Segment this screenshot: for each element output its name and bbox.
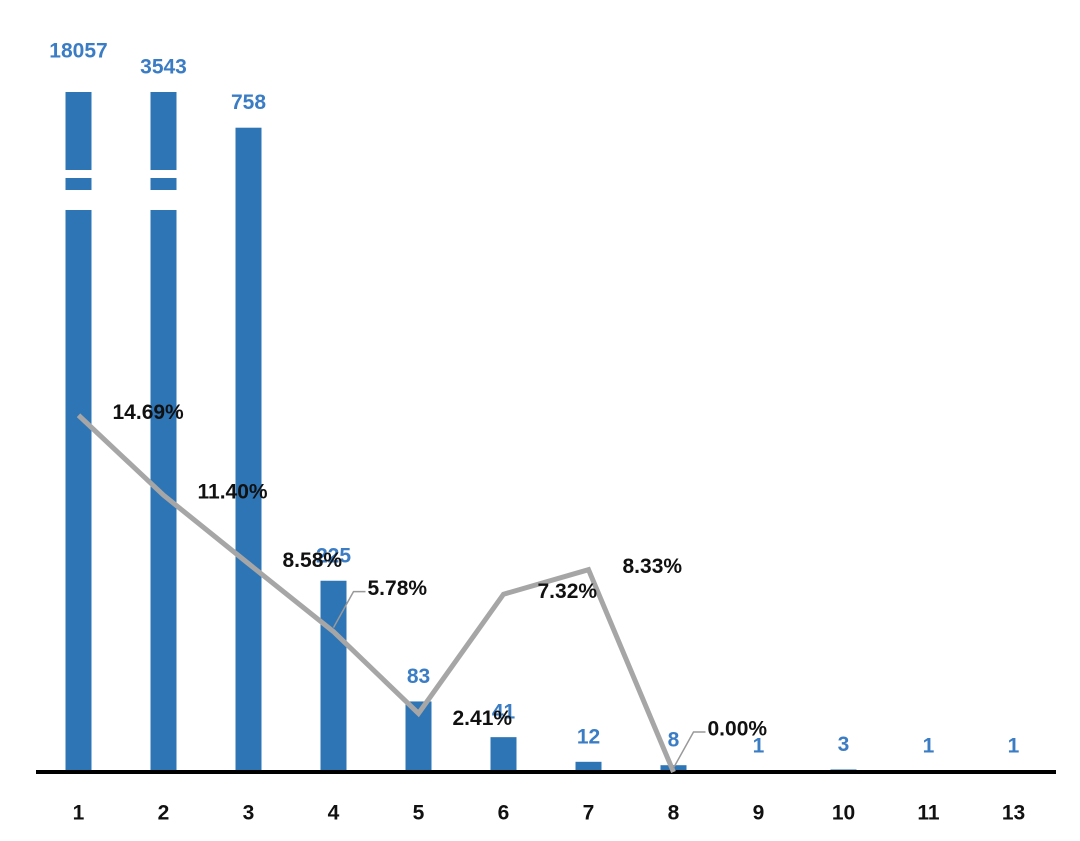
bar-value-label: 225 (316, 544, 351, 567)
x-tick-label: 8 (668, 802, 680, 825)
bar (490, 737, 517, 772)
leader-line (332, 590, 366, 628)
bar-value-label: 83 (407, 665, 430, 688)
x-tick-label: 1 (73, 802, 85, 825)
x-tick-label: 7 (583, 802, 595, 825)
x-tick-label: 2 (158, 802, 170, 825)
axis-break (62, 190, 95, 210)
line-value-label: 7.32% (538, 580, 598, 603)
x-tick-label: 3 (243, 802, 255, 825)
bar-value-label: 758 (231, 91, 266, 114)
bar-value-label: 3543 (140, 56, 187, 79)
bar-value-label: 1 (923, 735, 935, 758)
x-tick-label: 10 (832, 802, 855, 825)
x-tick-label: 6 (498, 802, 510, 825)
line-value-label: 8.58% (283, 549, 343, 572)
bar (575, 761, 602, 772)
axis-break (147, 190, 180, 210)
line-value-label: 8.33% (623, 555, 683, 578)
bar-value-label: 8 (668, 729, 680, 752)
line-value-label: 5.78% (368, 577, 428, 600)
line (76, 413, 676, 773)
bar-value-label: 1 (753, 735, 765, 758)
bar (320, 580, 347, 772)
bar-value-label: 18057 (49, 40, 107, 63)
line-value-label: 11.40% (198, 481, 268, 504)
line-value-label: 2.41% (453, 707, 513, 730)
bar-value-label: 12 (577, 725, 600, 748)
axis-break (147, 170, 180, 178)
x-tick-label: 11 (917, 802, 940, 825)
bar-value-label: 3 (838, 733, 850, 756)
x-tick-label: 9 (753, 802, 765, 825)
line-value-label: 14.69% (113, 401, 185, 424)
bar-value-label: 1 (1008, 735, 1020, 758)
x-tick-label: 4 (328, 802, 340, 825)
bar-value-label: 41 (492, 701, 516, 724)
bar (235, 127, 262, 772)
x-tick-label: 13 (1002, 802, 1025, 825)
x-tick-label: 5 (413, 802, 425, 825)
leader-line (672, 731, 706, 769)
line-value-label: 0.00% (708, 718, 768, 741)
axis-break (62, 170, 95, 178)
